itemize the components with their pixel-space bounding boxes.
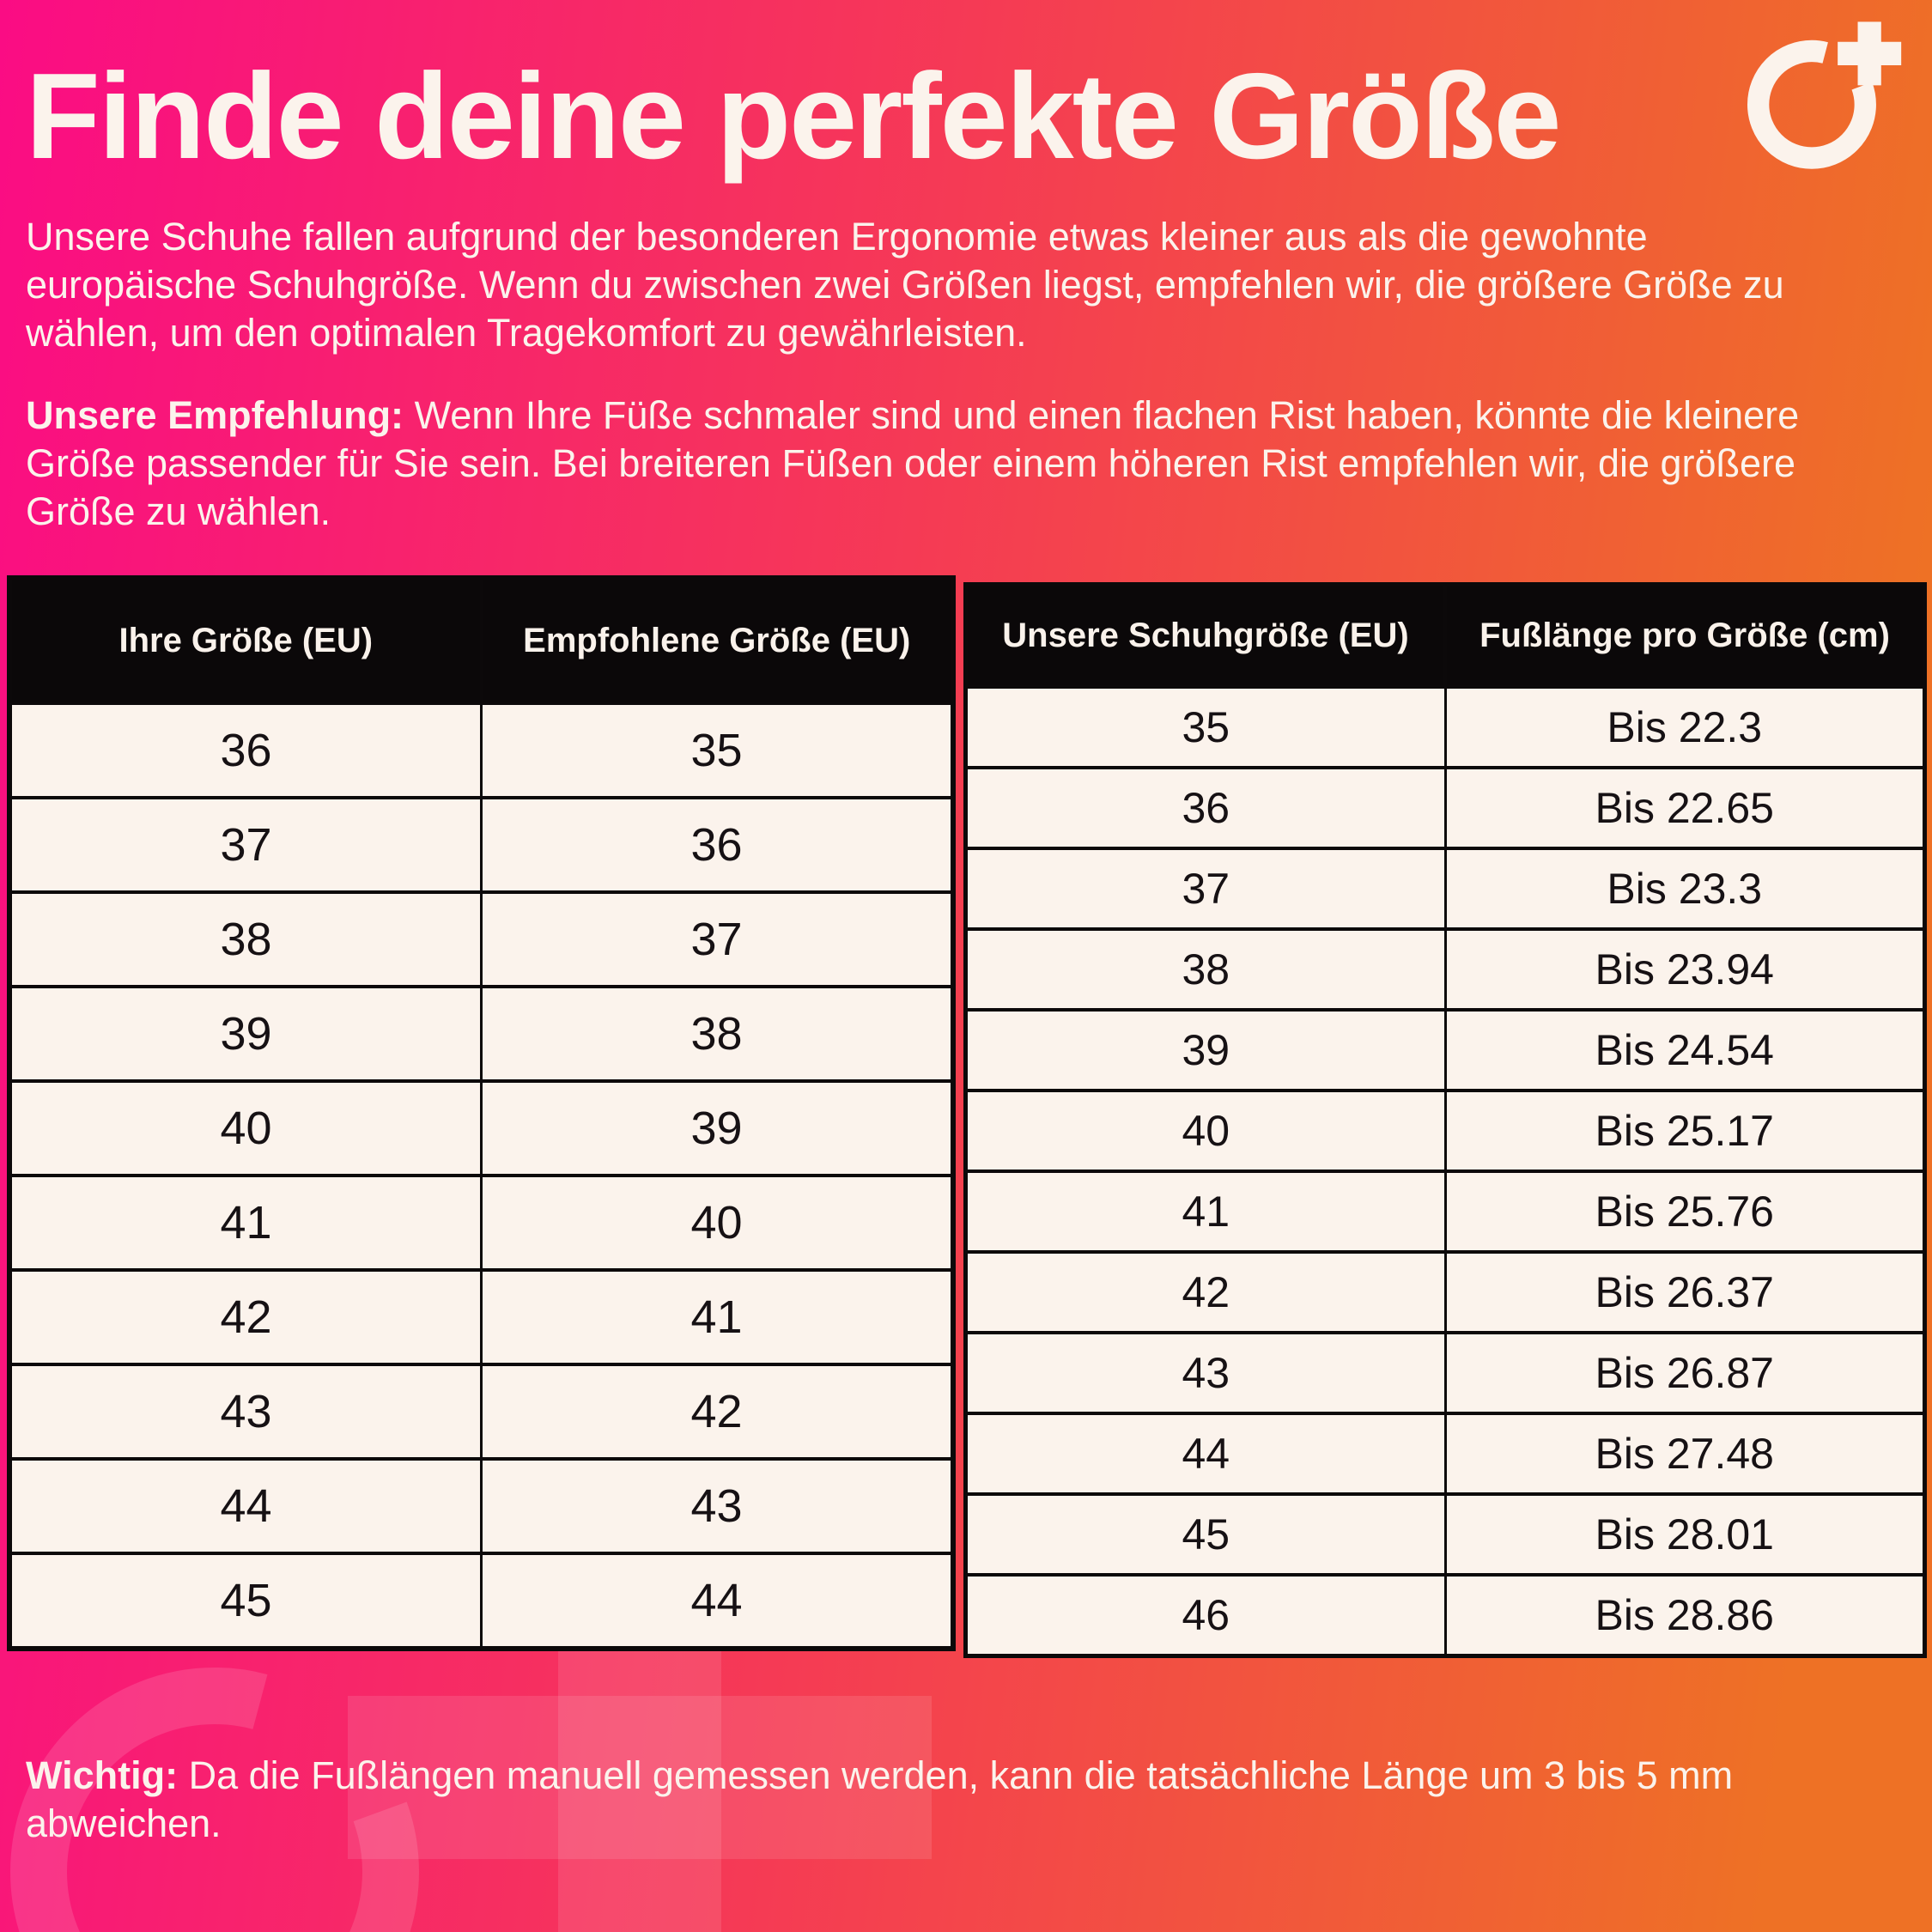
table-cell: Bis 23.94 [1443,927,1926,1012]
recommendation-body: Wenn Ihre Füße schmaler sind und einen f… [26,393,1800,533]
table-row: 43 Bis 26.87 [964,1331,1926,1415]
table-row: 39 38 [8,985,955,1083]
table-cell: Bis 28.01 [1443,1492,1926,1577]
table-cell: 37 [480,890,955,988]
footnote-label: Wichtig: [26,1753,179,1797]
table-cell: 41 [8,1174,483,1272]
table-cell: 37 [8,796,483,894]
table-cell: 38 [964,927,1447,1012]
column-header-our-shoe-size: Unsere Schuhgröße (EU) [963,582,1447,689]
table-cell: 42 [480,1363,955,1461]
foot-length-table: Unsere Schuhgröße (EU) Fußlänge pro Größ… [963,582,1927,1658]
table-cell: 35 [480,702,955,799]
table-cell: 42 [964,1250,1447,1334]
footnote-body: Da die Fußlängen manuell gemessen werden… [26,1753,1734,1845]
table-row: 37 Bis 23.3 [964,847,1926,931]
table-cell: 44 [8,1457,483,1555]
table-header-row: Unsere Schuhgröße (EU) Fußlänge pro Größ… [963,582,1927,689]
table-row: 46 Bis 28.86 [964,1573,1926,1658]
table-row: 35 Bis 22.3 [964,685,1926,769]
table-cell: Bis 23.3 [1443,847,1926,931]
table-row: 42 41 [8,1268,955,1366]
table-cell: 41 [964,1170,1447,1254]
table-cell: 40 [8,1079,483,1177]
table-cell: Bis 24.54 [1443,1008,1926,1092]
table-cell: 43 [480,1457,955,1555]
table-row: 38 Bis 23.94 [964,927,1926,1012]
table-row: 38 37 [8,890,955,988]
table-cell: 43 [8,1363,483,1461]
table-cell: 38 [8,890,483,988]
table-row: 37 36 [8,796,955,894]
table-cell: 41 [480,1268,955,1366]
table-cell: 37 [964,847,1447,931]
column-header-recommended-size: Empfohlene Größe (EU) [479,576,955,705]
table-cell: Bis 22.3 [1443,685,1926,769]
table-cell: 46 [964,1573,1447,1658]
logo-ring [1747,39,1876,169]
table-row: 41 Bis 25.76 [964,1170,1926,1254]
table-row: 36 Bis 22.65 [964,766,1926,850]
column-header-foot-length: Fußlänge pro Größe (cm) [1443,582,1927,689]
table-cell: 38 [480,985,955,1083]
intro-text: Unsere Schuhe fallen aufgrund der besond… [26,215,1784,355]
table-cell: Bis 28.86 [1443,1573,1926,1658]
table-header-row: Ihre Größe (EU) Empfohlene Größe (EU) [8,576,955,705]
page-title: Finde deine perfekte Größe [26,48,1562,185]
recommendation-label: Unsere Empfehlung: [26,393,404,437]
table-cell: Bis 26.37 [1443,1250,1926,1334]
table-cell: Bis 22.65 [1443,766,1926,850]
table-row: 44 43 [8,1457,955,1555]
size-conversion-table-header: Ihre Größe (EU) Empfohlene Größe (EU) [8,576,955,705]
table-row: 42 Bis 26.37 [964,1250,1926,1334]
table-cell: 36 [964,766,1447,850]
table-cell: 36 [480,796,955,894]
table-row: 43 42 [8,1363,955,1461]
size-conversion-table-body: 36 35 37 36 38 37 39 38 40 39 41 40 42 41 43 42 44 43 45 44 [8,702,955,1650]
table-row: 36 35 [8,702,955,799]
logo-plus-icon [1838,21,1902,86]
table-row: 40 39 [8,1079,955,1177]
table-cell: 43 [964,1331,1447,1415]
table-cell: Bis 26.87 [1443,1331,1926,1415]
table-cell: 40 [964,1089,1447,1173]
table-row: 44 Bis 27.48 [964,1412,1926,1496]
foot-length-table-body: 35 Bis 22.3 36 Bis 22.65 37 Bis 23.3 38 Bis 23.… [964,685,1926,1658]
table-row: 40 Bis 25.17 [964,1089,1926,1173]
table-cell: 36 [8,702,483,799]
table-cell: 45 [8,1552,483,1650]
table-cell: 39 [8,985,483,1083]
table-cell: Bis 25.17 [1443,1089,1926,1173]
table-cell: 40 [480,1174,955,1272]
table-cell: 44 [480,1552,955,1650]
table-cell: 42 [8,1268,483,1366]
table-cell: 44 [964,1412,1447,1496]
table-cell: Bis 27.48 [1443,1412,1926,1496]
table-cell: 35 [964,685,1447,769]
table-row: 39 Bis 24.54 [964,1008,1926,1092]
column-header-your-size: Ihre Größe (EU) [8,576,483,705]
footnote-text: Wichtig: Da die Fußlängen manuell gemess… [26,1752,1838,1848]
table-cell: Bis 25.76 [1443,1170,1926,1254]
table-cell: 39 [964,1008,1447,1092]
size-conversion-table: Ihre Größe (EU) Empfohlene Größe (EU) 36… [7,575,956,1651]
table-cell: 39 [480,1079,955,1177]
table-row: 45 44 [8,1552,955,1650]
foot-length-table-header: Unsere Schuhgröße (EU) Fußlänge pro Größ… [963,582,1927,689]
recommendation-text: Unsere Empfehlung: Wenn Ihre Füße schmal… [26,392,1838,536]
brand-logo-icon [1747,21,1902,169]
table-row: 45 Bis 28.01 [964,1492,1926,1577]
table-cell: 45 [964,1492,1447,1577]
table-row: 41 40 [8,1174,955,1272]
